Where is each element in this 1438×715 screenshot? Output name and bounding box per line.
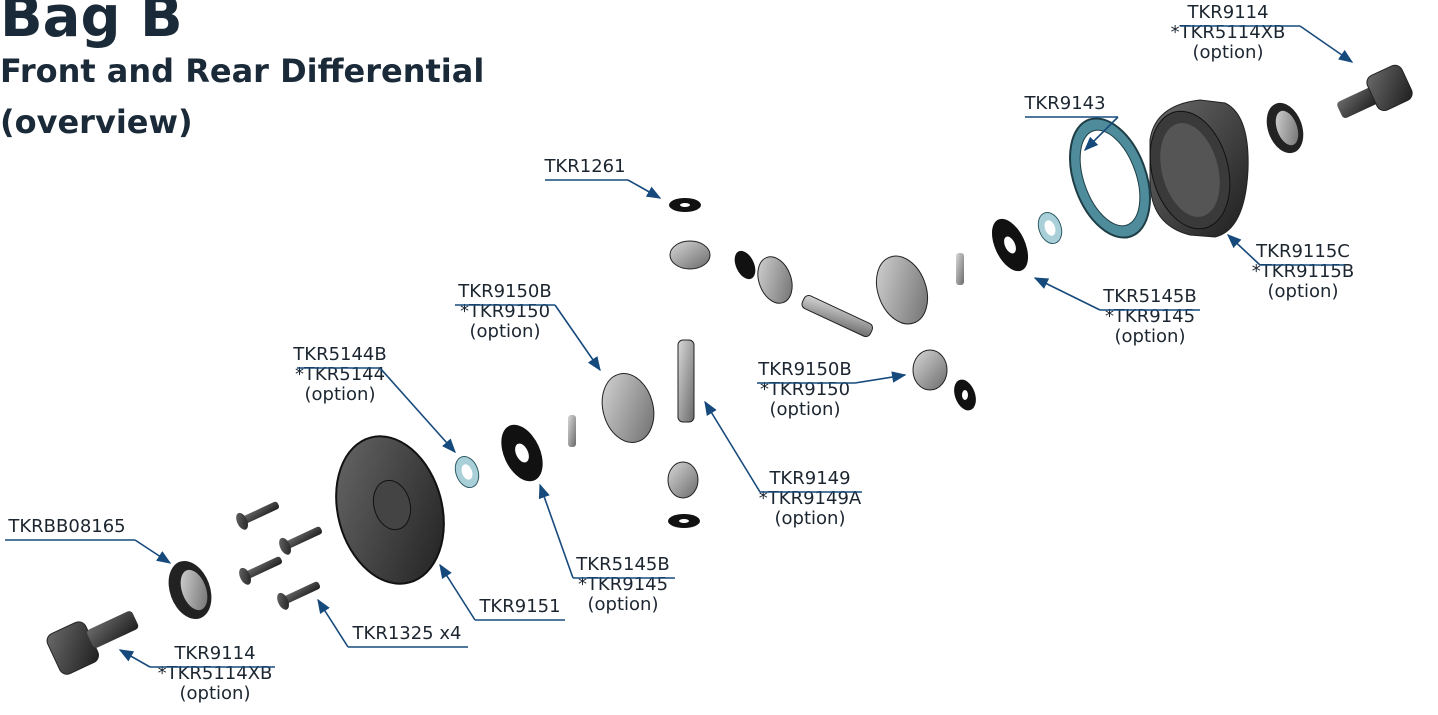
part-label: (option) [180,683,251,704]
leader-arrow [555,305,600,370]
title: Bag B [0,0,183,50]
part-label: TKR5145B [575,554,669,575]
leader-arrow [1300,26,1352,62]
part-label: *TKR5114XB [158,663,273,684]
part-label: (option) [770,399,841,420]
leader-arrow [705,402,760,492]
part-label: (option) [1193,42,1264,63]
part-label: *TKR5114XB [1171,22,1286,43]
parts [44,63,1414,677]
part-label: TKR9114 [173,643,255,664]
part-label: TKR1325 x4 [352,623,462,644]
part-label: *TKR9149A [759,488,862,509]
diagram: Bag B Front and Rear Differential (overv… [0,0,1438,715]
part-label: TKR9114 [1186,2,1268,23]
leader-arrow [318,600,348,647]
leader-arrow [440,565,475,620]
part-label: TKR9143 [1023,93,1105,114]
subtitle: Front and Rear Differential [0,52,484,90]
part-label: *TKR5144 [295,364,385,385]
part-label: *TKR9115B [1252,261,1354,282]
leader-arrow [855,375,905,383]
part-label: (option) [1268,281,1339,302]
leader-arrow [120,650,150,667]
leader-arrow [628,180,660,198]
part-label: (option) [305,384,376,405]
part-label: *TKR9145 [1105,306,1195,327]
subtitle: (overview) [0,103,193,141]
leader-arrow [135,540,170,563]
part-label: TKR9150B [457,281,551,302]
part-label: TKR9149 [768,468,850,489]
part-label: TKR5144B [292,344,386,365]
leader-arrow [1035,278,1100,310]
part-label: TKR9115C [1255,241,1350,262]
part-label: *TKR9150 [460,301,550,322]
part-label: (option) [588,594,659,615]
part-label: TKR1261 [543,156,625,177]
part-label: (option) [470,321,541,342]
part-label: TKRBB08165 [7,516,125,537]
part-label: *TKR9150 [760,379,850,400]
part-label: TKR9151 [478,596,560,617]
part-label: *TKR9145 [578,574,668,595]
leader-arrow [540,485,573,578]
part-label: (option) [775,508,846,529]
part-label: TKR9150B [757,359,851,380]
part-label: (option) [1115,326,1186,347]
part-label: TKR5145B [1102,286,1196,307]
